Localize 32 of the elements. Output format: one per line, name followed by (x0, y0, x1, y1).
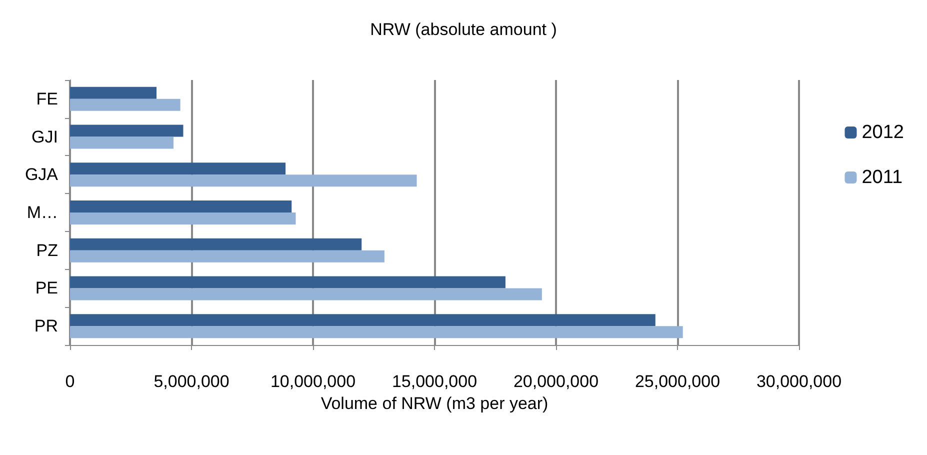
y-tick-label: GJA (24, 165, 59, 184)
bar (70, 98, 180, 111)
y-tick-label: PE (35, 278, 58, 298)
x-tick-label: 25,000,000 (634, 372, 720, 391)
y-tick-label: FE (36, 89, 58, 108)
chart-title: NRW (absolute amount ) (370, 20, 557, 39)
bar (70, 314, 656, 326)
legend-label: 2011 (862, 167, 903, 188)
y-tick-label: PR (34, 316, 58, 336)
bar (70, 200, 292, 212)
bar (70, 238, 362, 250)
legend-label: 2012 (862, 122, 904, 143)
x-tick-label: 0 (65, 372, 75, 391)
bar (70, 288, 542, 300)
y-tick-label: GJI (32, 127, 58, 146)
bar (70, 136, 174, 149)
bar (70, 276, 506, 288)
x-tick-label: 20,000,000 (513, 372, 599, 391)
bar (70, 326, 683, 338)
bar (70, 174, 417, 187)
x-axis-title: Volume of NRW (m3 per year) (320, 394, 548, 413)
y-tick-label: M… (26, 203, 58, 222)
x-tick-label: 30,000,000 (756, 372, 842, 391)
bar (70, 250, 384, 262)
bar (70, 124, 184, 137)
bar (70, 212, 296, 224)
bar (70, 86, 157, 99)
bar (70, 162, 286, 175)
x-tick-label: 10,000,000 (270, 372, 356, 391)
y-tick-label: PZ (36, 240, 58, 260)
x-tick-label: 5,000,000 (154, 372, 230, 391)
x-tick-label: 15,000,000 (392, 372, 478, 391)
